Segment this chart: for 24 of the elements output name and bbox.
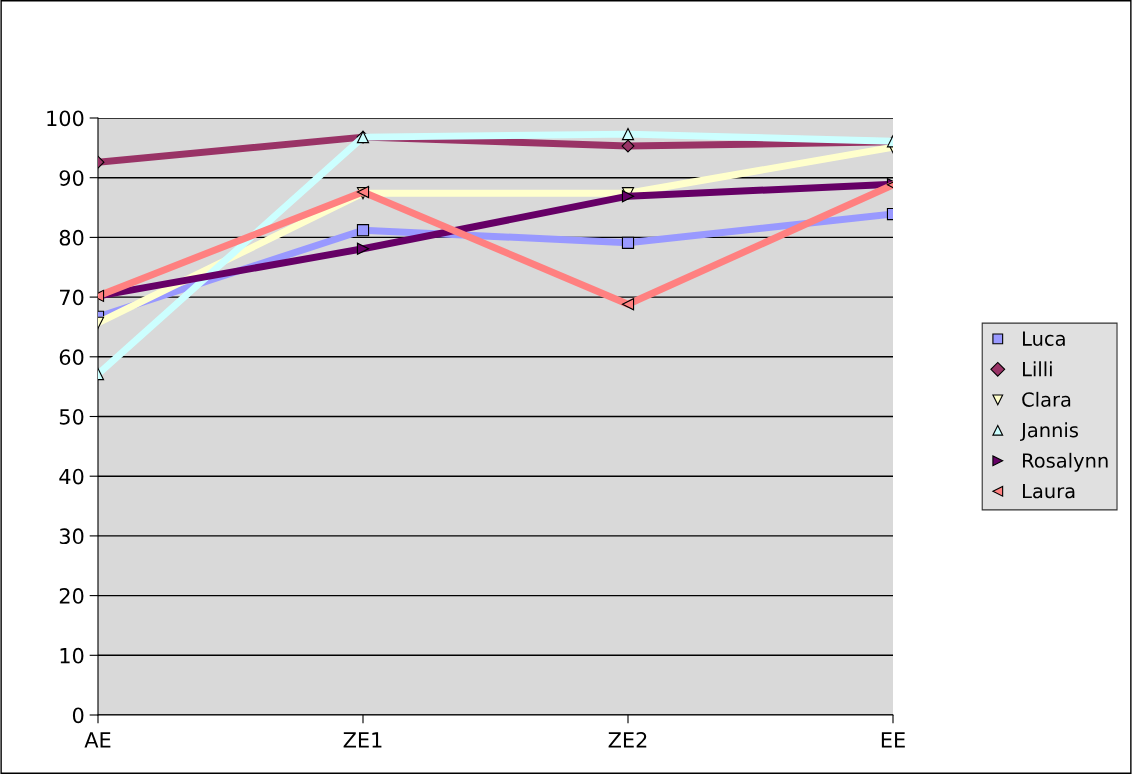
y-tick-label: 80: [59, 229, 84, 246]
legend-label: Luca: [1023, 331, 1065, 346]
y-tick-label: 40: [59, 468, 84, 485]
x-tick-label: ZE2: [608, 732, 647, 748]
x-tick-label: EE: [881, 732, 905, 748]
y-tick-label: 60: [59, 349, 84, 366]
y-tick-label: 10: [60, 647, 84, 664]
y-tick-label: 90: [59, 170, 84, 186]
legend-label: Lilli: [1023, 361, 1052, 377]
legend-label: Clara: [1022, 391, 1071, 407]
point: [621, 298, 635, 311]
y-tick-label: 100: [47, 110, 84, 127]
x-tick-label: AE: [84, 732, 111, 748]
y-tick-label: 20: [59, 588, 84, 604]
y-tick-label: 70: [60, 289, 84, 306]
y-tick-label: 0: [72, 707, 84, 724]
point: [356, 242, 370, 255]
legend-label: Rosalynn: [1023, 452, 1108, 472]
x-tick-label: ZE1: [343, 732, 382, 748]
legend-label: Jannis: [1020, 422, 1078, 441]
y-tick-label: 30: [59, 528, 84, 545]
y-tick-label: 50: [59, 408, 84, 425]
legend-label: Laura: [1023, 483, 1075, 499]
point: [621, 139, 635, 153]
